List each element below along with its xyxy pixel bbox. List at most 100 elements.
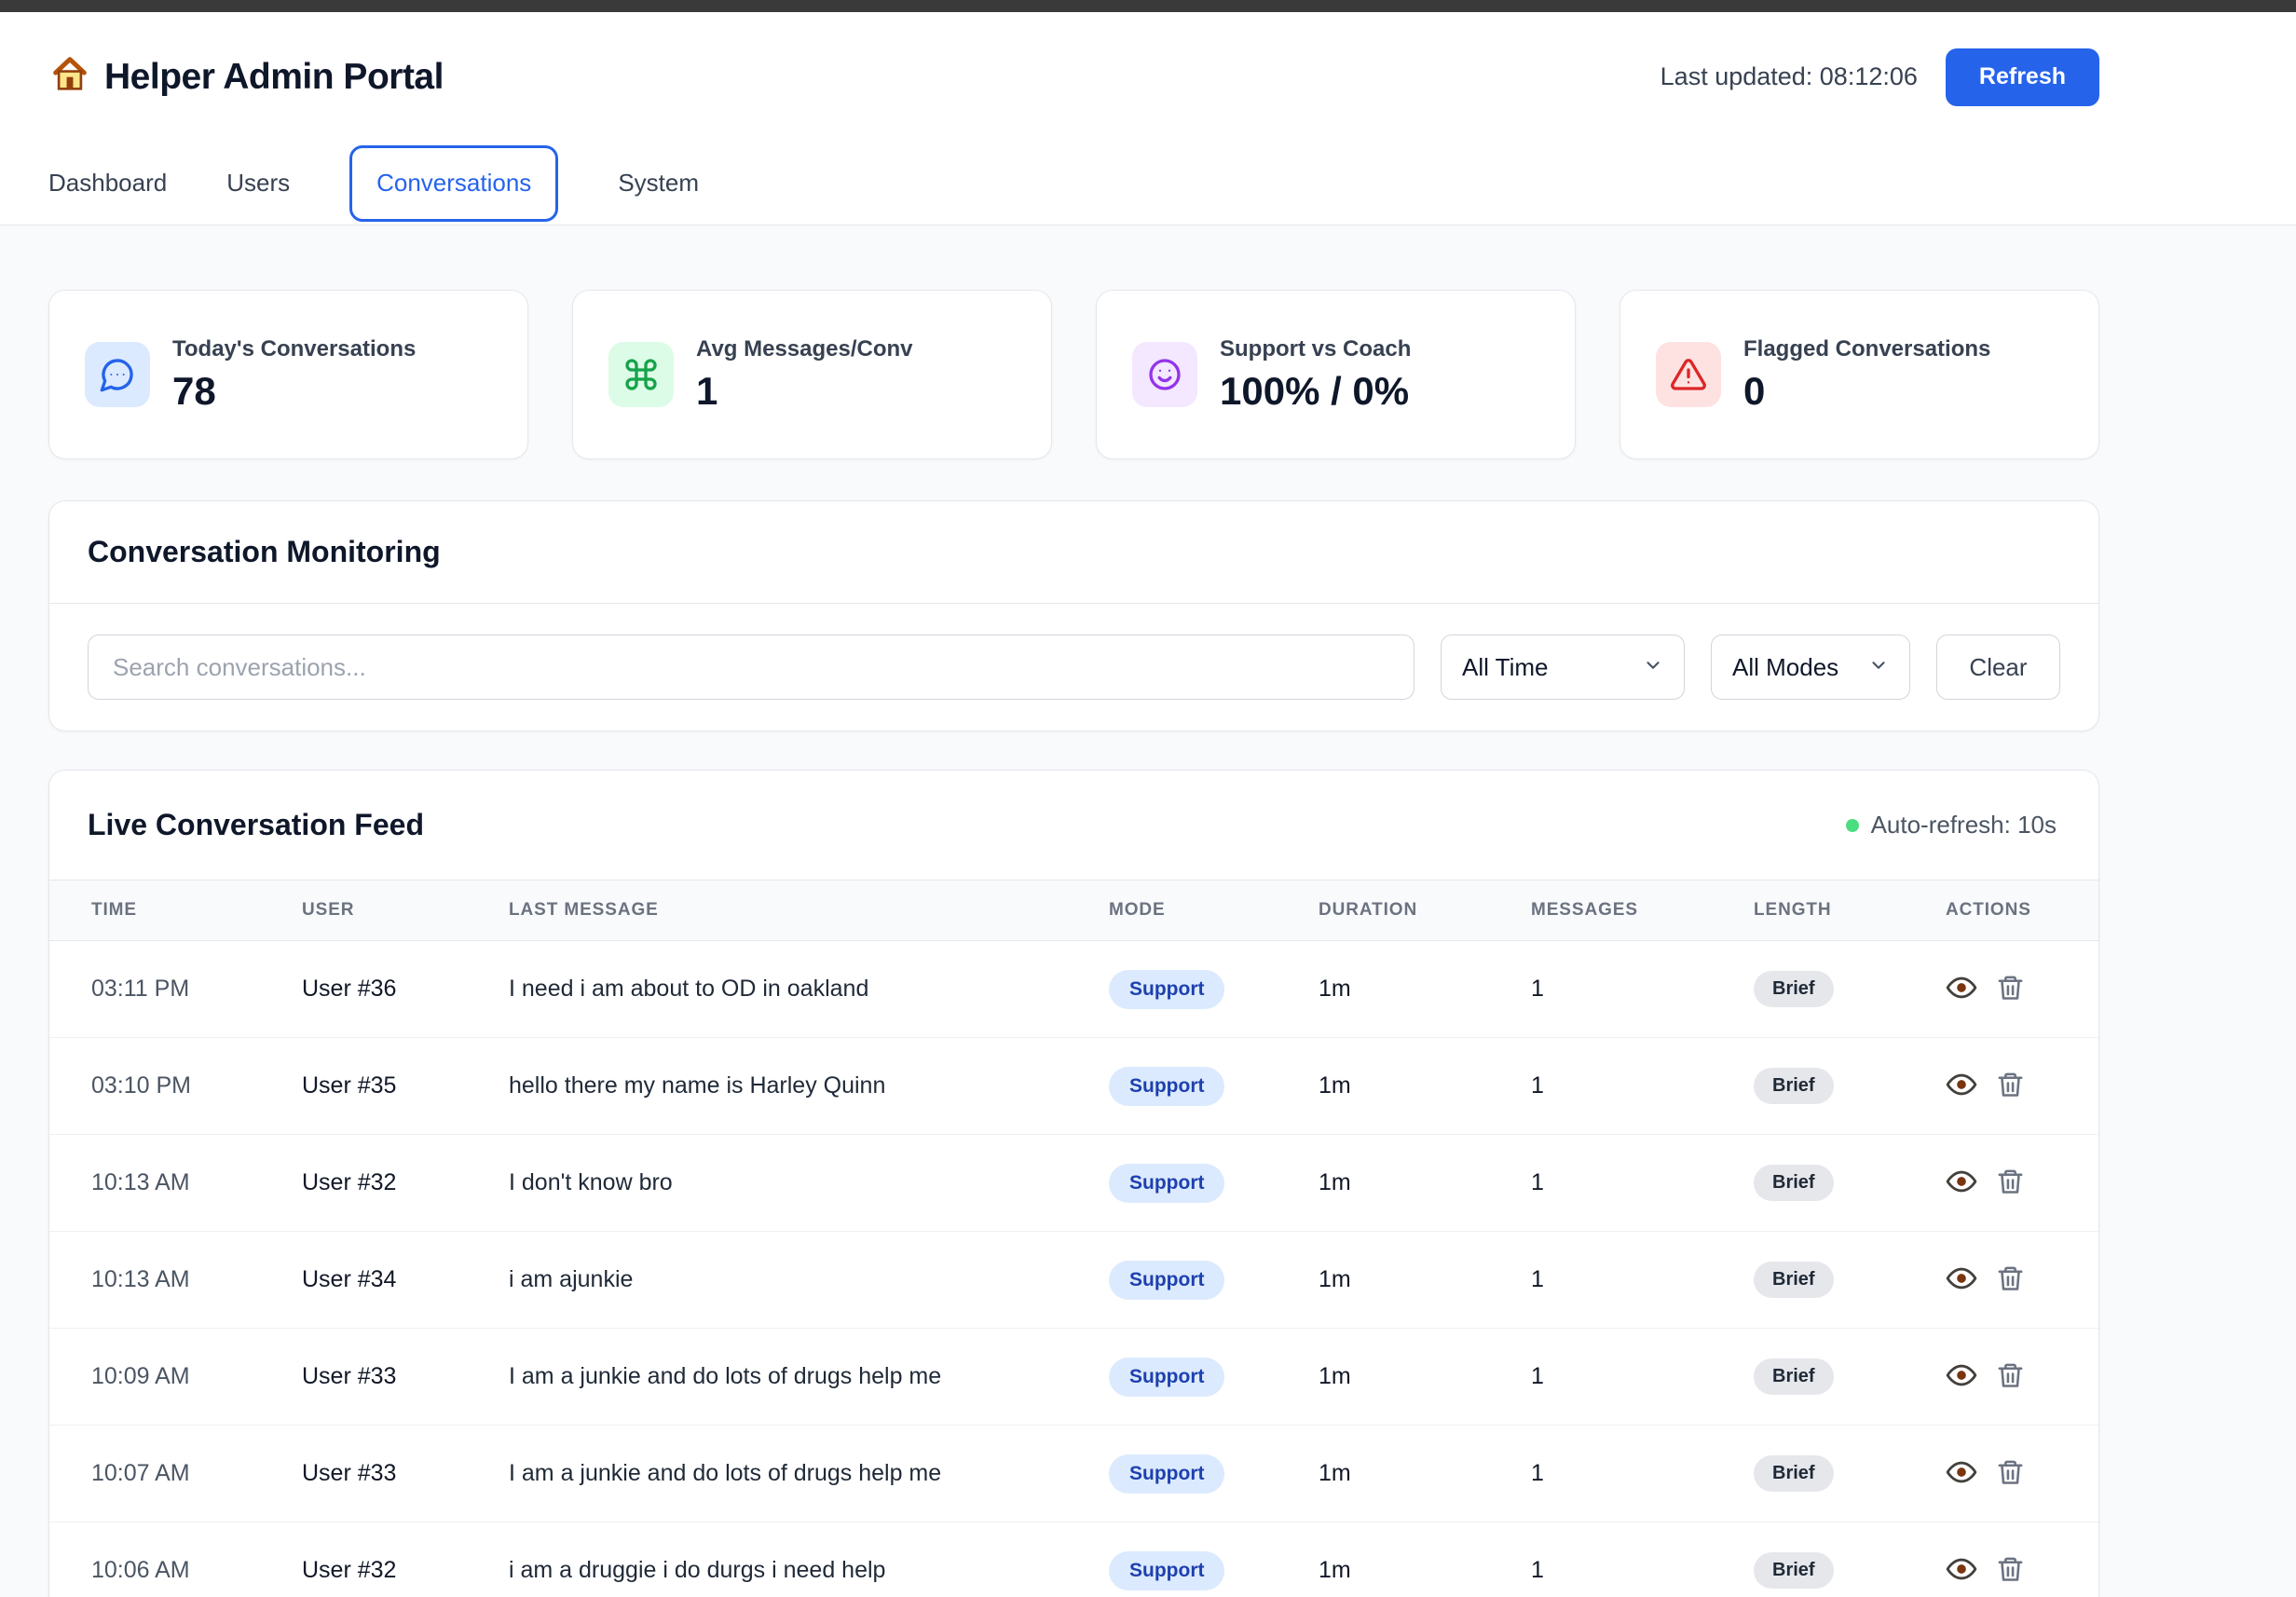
mode-badge: Support bbox=[1109, 1066, 1225, 1106]
live-feed-panel: Live Conversation Feed Auto-refresh: 10s… bbox=[48, 770, 2099, 1597]
tab-users[interactable]: Users bbox=[226, 169, 291, 197]
row-time: 03:10 PM bbox=[49, 1037, 302, 1135]
stat-label: Flagged Conversations bbox=[1743, 335, 1991, 362]
delete-conversation-button[interactable] bbox=[1996, 1458, 2025, 1490]
delete-conversation-button[interactable] bbox=[1996, 1071, 2025, 1102]
table-row: 10:09 AM User #33 I am a junkie and do l… bbox=[49, 1328, 2098, 1426]
col-header-duration: Duration bbox=[1319, 880, 1531, 941]
stat-value: 100% / 0% bbox=[1220, 368, 1410, 413]
eye-icon bbox=[1946, 972, 1977, 1006]
row-duration: 1m bbox=[1319, 1231, 1531, 1329]
length-badge: Brief bbox=[1754, 1068, 1834, 1104]
eye-icon bbox=[1946, 1263, 1977, 1297]
mode-filter-select[interactable]: All Modes bbox=[1711, 635, 1910, 700]
refresh-button[interactable]: Refresh bbox=[1945, 48, 2099, 106]
view-conversation-button[interactable] bbox=[1946, 1166, 1977, 1200]
row-messages: 1 bbox=[1531, 1134, 1754, 1232]
length-badge: Brief bbox=[1754, 1455, 1834, 1492]
row-time: 10:13 AM bbox=[49, 1134, 302, 1232]
trash-icon bbox=[1996, 1264, 2025, 1296]
row-last-message: I don't know bro bbox=[509, 1134, 1109, 1232]
delete-conversation-button[interactable] bbox=[1996, 1555, 2025, 1587]
col-header-length: Length bbox=[1754, 880, 1946, 941]
last-updated-text: Last updated: 08:12:06 bbox=[1660, 62, 1918, 90]
length-badge: Brief bbox=[1754, 1165, 1834, 1201]
status-dot bbox=[1845, 818, 1859, 832]
search-input[interactable] bbox=[88, 635, 1414, 700]
mode-badge: Support bbox=[1109, 1163, 1225, 1203]
trash-icon bbox=[1996, 974, 2025, 1005]
row-user: User #36 bbox=[302, 940, 509, 1038]
row-user: User #35 bbox=[302, 1037, 509, 1135]
row-duration: 1m bbox=[1319, 1328, 1531, 1426]
view-conversation-button[interactable] bbox=[1946, 1456, 1977, 1491]
delete-conversation-button[interactable] bbox=[1996, 1167, 2025, 1199]
length-badge: Brief bbox=[1754, 1552, 1834, 1589]
tab-system[interactable]: System bbox=[618, 169, 699, 197]
view-conversation-button[interactable] bbox=[1946, 1263, 1977, 1297]
main-nav: Dashboard Users Conversations System bbox=[0, 142, 2296, 225]
view-conversation-button[interactable] bbox=[1946, 1359, 1977, 1394]
auto-refresh-status: Auto-refresh: 10s bbox=[1845, 811, 2057, 839]
page-title: Helper Admin Portal bbox=[104, 56, 444, 97]
smiley-icon bbox=[1132, 342, 1197, 407]
row-duration: 1m bbox=[1319, 1522, 1531, 1597]
time-filter-select[interactable]: All Time bbox=[1441, 635, 1685, 700]
table-header-row: Time User Last Message Mode Duration Mes… bbox=[49, 880, 2098, 941]
row-messages: 1 bbox=[1531, 940, 1754, 1038]
trash-icon bbox=[1996, 1071, 2025, 1102]
mode-badge: Support bbox=[1109, 1357, 1225, 1397]
view-conversation-button[interactable] bbox=[1946, 1069, 1977, 1103]
row-time: 10:07 AM bbox=[49, 1425, 302, 1522]
col-header-last-message: Last Message bbox=[509, 880, 1109, 941]
col-header-messages: Messages bbox=[1531, 880, 1754, 941]
delete-conversation-button[interactable] bbox=[1996, 974, 2025, 1005]
mode-filter-value: All Modes bbox=[1732, 652, 1839, 681]
feed-table-body: 03:11 PM User #36 I need i am about to O… bbox=[49, 940, 2098, 1597]
table-row: 03:11 PM User #36 I need i am about to O… bbox=[49, 940, 2098, 1038]
row-duration: 1m bbox=[1319, 1037, 1531, 1135]
tab-dashboard[interactable]: Dashboard bbox=[48, 169, 168, 197]
length-badge: Brief bbox=[1754, 1358, 1834, 1395]
length-badge: Brief bbox=[1754, 971, 1834, 1007]
row-messages: 1 bbox=[1531, 1522, 1754, 1597]
row-last-message: I am a junkie and do lots of drugs help … bbox=[509, 1328, 1109, 1426]
row-last-message: i am ajunkie bbox=[509, 1231, 1109, 1329]
stats-row: Today's Conversations 78 Avg Messages/Co… bbox=[48, 290, 2099, 459]
row-time: 10:13 AM bbox=[49, 1231, 302, 1329]
home-icon bbox=[48, 53, 91, 101]
row-user: User #33 bbox=[302, 1425, 509, 1522]
tab-conversations[interactable]: Conversations bbox=[349, 144, 559, 222]
stat-label: Support vs Coach bbox=[1220, 335, 1412, 362]
row-messages: 1 bbox=[1531, 1037, 1754, 1135]
eye-icon bbox=[1946, 1553, 1977, 1588]
brand: Helper Admin Portal bbox=[48, 53, 444, 101]
eye-icon bbox=[1946, 1359, 1977, 1394]
feed-title: Live Conversation Feed bbox=[88, 808, 424, 841]
clear-filters-button[interactable]: Clear bbox=[1936, 635, 2060, 700]
row-duration: 1m bbox=[1319, 1134, 1531, 1232]
table-row: 03:10 PM User #35 hello there my name is… bbox=[49, 1037, 2098, 1135]
row-user: User #33 bbox=[302, 1328, 509, 1426]
auto-refresh-label: Auto-refresh: 10s bbox=[1870, 811, 2057, 839]
stat-value: 0 bbox=[1743, 368, 1766, 413]
trash-icon bbox=[1996, 1555, 2025, 1587]
conversation-monitoring-panel: Conversation Monitoring All Time All Mod… bbox=[48, 500, 2099, 731]
view-conversation-button[interactable] bbox=[1946, 972, 1977, 1006]
time-filter-value: All Time bbox=[1462, 652, 1549, 681]
eye-icon bbox=[1946, 1166, 1977, 1200]
row-user: User #32 bbox=[302, 1134, 509, 1232]
col-header-user: User bbox=[302, 880, 509, 941]
delete-conversation-button[interactable] bbox=[1996, 1361, 2025, 1393]
mode-badge: Support bbox=[1109, 969, 1225, 1009]
view-conversation-button[interactable] bbox=[1946, 1553, 1977, 1588]
mode-badge: Support bbox=[1109, 1550, 1225, 1590]
trash-icon bbox=[1996, 1361, 2025, 1393]
monitoring-title: Conversation Monitoring bbox=[88, 535, 441, 568]
stat-card-avg-messages: Avg Messages/Conv 1 bbox=[572, 290, 1052, 459]
row-duration: 1m bbox=[1319, 1425, 1531, 1522]
delete-conversation-button[interactable] bbox=[1996, 1264, 2025, 1296]
table-row: 10:13 AM User #32 I don't know bro Suppo… bbox=[49, 1134, 2098, 1232]
stat-card-flagged-conversations: Flagged Conversations 0 bbox=[1620, 290, 2099, 459]
trash-icon bbox=[1996, 1458, 2025, 1490]
